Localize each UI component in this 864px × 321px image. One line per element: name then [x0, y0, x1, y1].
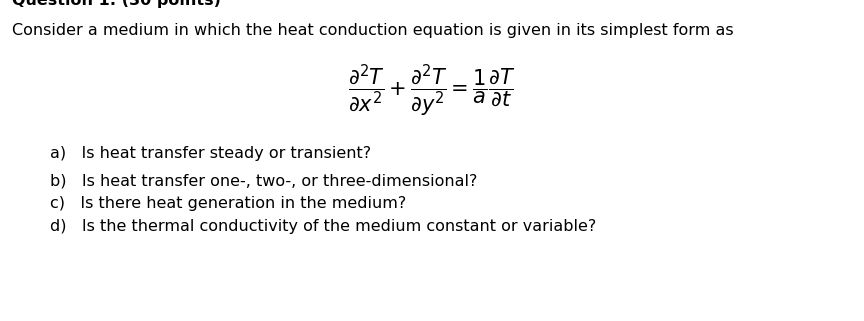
Text: a)   Is heat transfer steady or transient?: a) Is heat transfer steady or transient?: [50, 146, 372, 161]
Text: b)   Is heat transfer one-, two-, or three-dimensional?: b) Is heat transfer one-, two-, or three…: [50, 173, 478, 188]
Text: c)   Is there heat generation in the medium?: c) Is there heat generation in the mediu…: [50, 196, 406, 211]
Text: $\dfrac{\partial^2 T}{\partial x^2} + \dfrac{\partial^2 T}{\partial y^2} = \dfra: $\dfrac{\partial^2 T}{\partial x^2} + \d…: [348, 63, 516, 119]
Text: Question 1: (30 points): Question 1: (30 points): [12, 0, 221, 8]
Text: d)   Is the thermal conductivity of the medium constant or variable?: d) Is the thermal conductivity of the me…: [50, 219, 596, 234]
Text: Consider a medium in which the heat conduction equation is given in its simplest: Consider a medium in which the heat cond…: [12, 23, 734, 38]
